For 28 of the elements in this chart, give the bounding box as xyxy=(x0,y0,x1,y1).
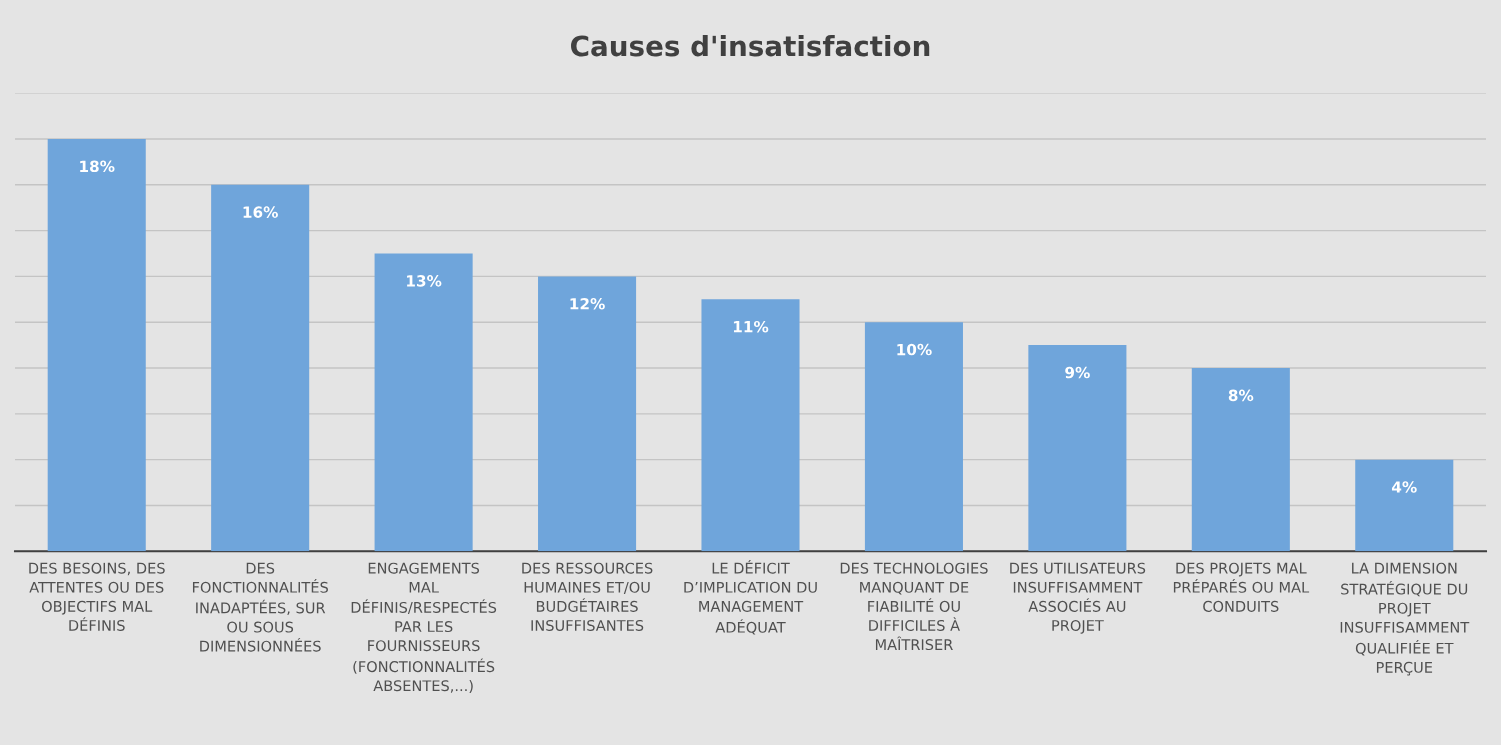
x-tick-label: DES TECHNOLOGIES MANQUANT DE FIABILITÉ OU DIFFICILES À MAÎTRISER xyxy=(840,562,988,651)
bar xyxy=(374,253,473,552)
data-label: 11% xyxy=(733,320,769,333)
bar xyxy=(211,184,310,552)
bar xyxy=(1191,368,1290,552)
x-tick-label: DES FONCTIONNALITÉS INADAPTÉES, SUR OU SOUS DIMENSIONNÉES xyxy=(192,562,328,652)
data-label: 10% xyxy=(897,343,932,356)
x-tick-label: LE DÉFICIT D’IMPLICATION DU MANAGEMENT ADÉQUAT xyxy=(684,560,817,635)
bar xyxy=(538,276,637,552)
data-label: 8% xyxy=(1228,389,1254,402)
bar xyxy=(701,299,800,552)
x-tick-label: DES RESSOURCES HUMAINES ET/OU BUDGÉTAIRES INSUFFISANTES xyxy=(522,562,653,631)
data-label: 4% xyxy=(1391,481,1417,493)
chart-title: Causes d'insatisfaction xyxy=(571,34,930,57)
data-label: 9% xyxy=(1065,366,1090,379)
x-tick-label: ENGAGEMENTS MAL DÉFINIS/RESPECTÉS PAR LES FOURNISSEURS (FONCTIONNALITÉS ABSENTES,...) xyxy=(351,562,497,693)
x-tick-label: LA DIMENSION STRATÉGIQUE DU PROJET INSUFFISAMMENT QUALIFIÉE ET PERÇUE xyxy=(1340,562,1470,676)
data-label: 13% xyxy=(407,275,442,287)
bar xyxy=(47,138,146,552)
data-label: 18% xyxy=(80,160,115,173)
data-label: 12% xyxy=(570,297,605,310)
x-tick-label: DES UTILISATEURS INSUFFISAMMENT ASSOCIÉS AU PROJET xyxy=(1010,562,1146,634)
bar xyxy=(864,322,963,552)
bar xyxy=(1355,459,1454,552)
data-label: 16% xyxy=(243,206,278,218)
x-tick-label: DES PROJETS MAL PRÉPARÉS OU MAL CONDUITS xyxy=(1173,562,1310,612)
bar xyxy=(1028,345,1127,552)
x-tick-label: DES BESOINS, DES ATTENTES OU DES OBJECTIFS MAL DÉFINIS xyxy=(29,562,165,631)
